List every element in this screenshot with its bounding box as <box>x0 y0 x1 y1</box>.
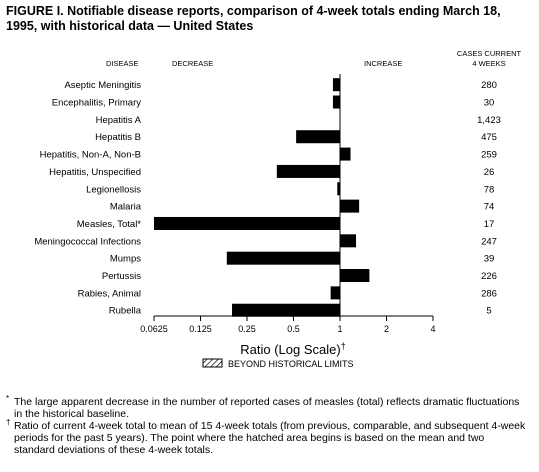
category-label: Hepatitis, Unspecified <box>49 167 141 178</box>
category-label: Measles, Total* <box>77 219 142 230</box>
legend-swatch <box>202 358 223 368</box>
cases-value: 78 <box>484 184 495 195</box>
x-tick-label: 2 <box>384 324 389 334</box>
bar <box>154 216 340 230</box>
cases-value: 247 <box>481 236 497 247</box>
bar <box>296 130 340 144</box>
category-label: Legionellosis <box>86 184 141 195</box>
cases-value: 286 <box>481 288 497 299</box>
x-tick-label: 1 <box>337 324 342 334</box>
cases-value: 280 <box>481 80 497 91</box>
bar <box>332 95 340 109</box>
footnote-ratio: † Ratio of current 4-week total to mean o… <box>6 418 526 456</box>
bar <box>340 199 360 213</box>
x-tick-label: 0.0625 <box>140 324 168 334</box>
footnote-measles: * The large apparent decrease in the numb… <box>6 394 526 420</box>
footnote-text: The large apparent decrease in the numbe… <box>14 396 520 420</box>
header-cases-line1: CASES CURRENT <box>457 49 522 58</box>
figure-title: FIGURE I. Notifiable disease reports, co… <box>6 4 501 33</box>
x-axis-label-text: Ratio (Log Scale) <box>240 342 340 357</box>
category-label: Rabies, Animal <box>78 288 141 299</box>
cases-value: 1,423 <box>477 115 501 126</box>
x-tick-label: 0.25 <box>238 324 256 334</box>
cases-value: 39 <box>484 254 495 265</box>
x-tick-label: 0.125 <box>189 324 212 334</box>
footnote-mark: † <box>6 418 11 427</box>
bar <box>226 251 340 265</box>
bar <box>276 164 340 178</box>
x-axis-label: Ratio (Log Scale)† <box>240 341 345 357</box>
category-label: Malaria <box>110 202 142 213</box>
cases-value: 226 <box>481 271 497 282</box>
cases-value: 26 <box>484 167 495 178</box>
cases-value: 259 <box>481 150 497 161</box>
bar <box>340 269 370 283</box>
category-label: Aseptic Meningitis <box>64 80 141 91</box>
cases-value: 475 <box>481 132 497 143</box>
bar <box>340 234 357 248</box>
category-label: Hepatitis B <box>95 132 141 143</box>
footnote-text: Ratio of current 4-week total to mean of… <box>14 420 526 456</box>
bar <box>337 182 340 196</box>
category-label: Meningococcal Infections <box>34 236 141 247</box>
category-label: Hepatitis, Non-A, Non-B <box>40 150 141 161</box>
header-disease: DISEASE <box>106 59 139 68</box>
category-label: Pertussis <box>102 271 141 282</box>
category-label: Mumps <box>110 254 141 265</box>
bar <box>332 78 340 92</box>
header-decrease: DECREASE <box>172 59 213 68</box>
category-label: Hepatitis A <box>96 115 142 126</box>
cases-value: 74 <box>484 202 495 213</box>
category-label: Encephalitis, Primary <box>52 98 141 109</box>
legend-label: BEYOND HISTORICAL LIMITS <box>228 359 354 369</box>
chart: DISEASE DECREASE INCREASE CASES CURRENT … <box>34 49 522 369</box>
footnote-mark: * <box>6 394 10 403</box>
cases-value: 17 <box>484 219 495 230</box>
category-label: Rubella <box>109 306 142 317</box>
x-tick-label: 0.5 <box>287 324 300 334</box>
cases-value: 30 <box>484 98 495 109</box>
x-tick-label: 4 <box>430 324 435 334</box>
bar <box>232 303 340 317</box>
bar <box>330 286 340 300</box>
bar <box>340 147 351 161</box>
header-increase: INCREASE <box>364 59 402 68</box>
header-cases-line2: 4 WEEKS <box>472 59 505 68</box>
cases-value: 5 <box>486 306 491 317</box>
footnotes: * The large apparent decrease in the numb… <box>6 394 526 456</box>
x-axis-label-mark: † <box>341 341 346 351</box>
